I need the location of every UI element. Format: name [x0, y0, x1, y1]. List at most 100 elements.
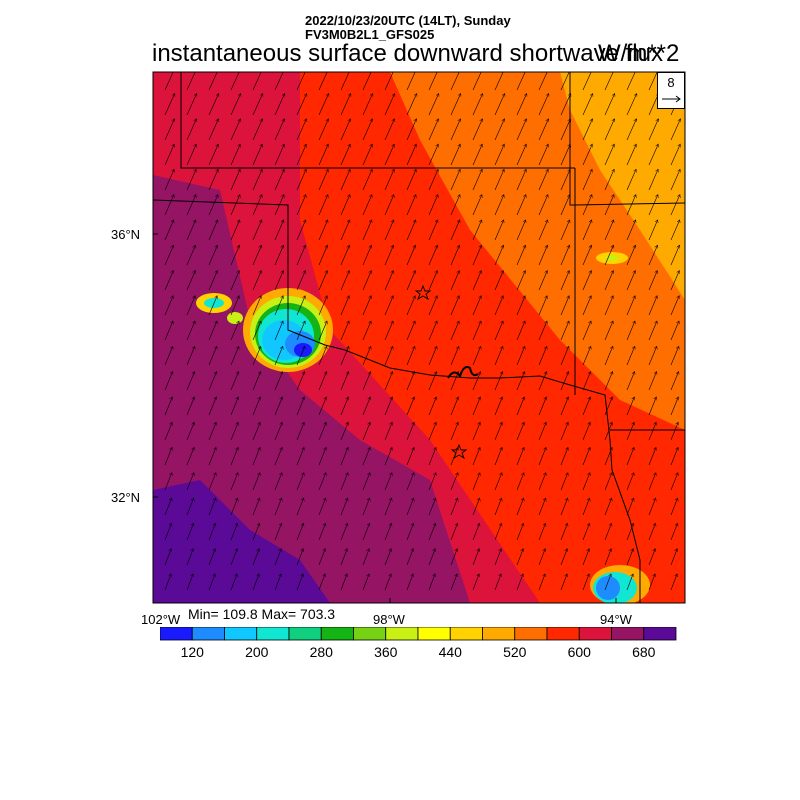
- wind-arrow: [274, 220, 284, 241]
- wind-arrow: [428, 169, 438, 191]
- wind-arrow: [296, 523, 304, 541]
- wind-arrow: [670, 119, 681, 141]
- wind-arrow: [582, 549, 589, 566]
- wind-arrow: [582, 169, 592, 191]
- wind-arrow: [296, 94, 307, 116]
- wind-arrow: [362, 271, 371, 291]
- wind-arrow: [516, 397, 524, 416]
- city-star-marker: [450, 443, 468, 460]
- wind-arrow: [538, 144, 548, 166]
- wind-arrow: [560, 296, 569, 316]
- wind-arrow: [626, 523, 634, 541]
- wind-arrow: [626, 119, 637, 141]
- wind-arrow: [494, 523, 502, 541]
- wind-arrow: [186, 498, 194, 516]
- wind-arrow: [406, 321, 415, 341]
- wind-arrow: [340, 119, 351, 141]
- wind-arrow: [450, 422, 458, 441]
- color-bar-label: 680: [632, 644, 656, 660]
- wind-arrow: [340, 220, 350, 241]
- wind-arrow: [230, 245, 240, 266]
- wind-arrow: [406, 271, 415, 291]
- wind-arrow: [230, 195, 240, 216]
- wind-arrow: [274, 397, 282, 416]
- wind-arrow: [164, 473, 172, 491]
- wind-arrow: [450, 523, 458, 541]
- wind-arrow: [252, 549, 259, 566]
- wind-arrow: [252, 119, 263, 141]
- wind-arrow: [626, 321, 635, 341]
- color-bar-swatch: [546, 627, 580, 641]
- wind-arrow: [340, 245, 350, 266]
- wind-arrow: [494, 220, 504, 241]
- wind-arrow: [406, 447, 414, 466]
- wind-arrow: [472, 144, 482, 166]
- wind-arrow: [670, 372, 679, 391]
- wind-arrow: [560, 498, 568, 516]
- wind-arrow: [604, 346, 613, 366]
- wind-arrow: [582, 296, 591, 316]
- wind-arrow: [626, 195, 636, 216]
- wind-arrow: [670, 195, 680, 216]
- wind-arrow: [252, 447, 260, 466]
- wind-arrow: [340, 397, 348, 416]
- wind-arrow: [274, 523, 282, 541]
- wind-arrow: [164, 498, 172, 516]
- wind-arrow: [186, 271, 195, 291]
- wind-arrow: [582, 447, 590, 466]
- wind-arrow: [560, 195, 570, 216]
- wind-arrow: [274, 72, 284, 91]
- wind-arrow: [406, 169, 416, 191]
- datetime-header: 2022/10/23/20UTC (14LT), Sunday: [305, 13, 511, 28]
- wind-arrow: [252, 296, 261, 316]
- wind-arrow: [472, 422, 480, 441]
- wind-arrow: [384, 144, 394, 166]
- wind-arrow: [560, 447, 568, 466]
- wind-arrow: [582, 397, 590, 416]
- wind-arrow: [362, 220, 372, 241]
- wind-arrow: [428, 574, 435, 591]
- wind-arrow: [560, 119, 571, 141]
- wind-arrow: [670, 271, 679, 291]
- wind-arrow: [538, 245, 548, 266]
- color-bar-swatch: [385, 627, 419, 641]
- wind-arrow: [670, 473, 678, 491]
- wind-arrow: [406, 144, 416, 166]
- wind-arrow: [648, 271, 657, 291]
- wind-arrow: [384, 195, 394, 216]
- wind-arrow: [604, 119, 615, 141]
- wind-arrow: [494, 574, 501, 591]
- wind-arrow: [252, 422, 260, 441]
- wind-arrow: [340, 523, 348, 541]
- wind-arrow: [450, 119, 461, 141]
- wind-arrow: [318, 169, 328, 191]
- wind-arrow: [384, 397, 392, 416]
- wind-arrow: [362, 144, 372, 166]
- wind-arrow: [582, 574, 589, 591]
- wind-arrow: [516, 346, 525, 366]
- wind-arrow: [670, 523, 678, 541]
- wind-arrow: [186, 422, 194, 441]
- wind-arrow: [340, 346, 349, 366]
- wind-arrow: [274, 473, 282, 491]
- wind-arrow: [560, 523, 568, 541]
- wind-arrow: [472, 549, 479, 566]
- wind-arrow: [186, 72, 196, 91]
- wind-arrow: [406, 473, 414, 491]
- wind-arrow: [648, 473, 656, 491]
- wind-arrow: [582, 245, 592, 266]
- wind-arrow: [582, 346, 591, 366]
- wind-arrow: [428, 372, 437, 391]
- wind-arrow: [230, 169, 240, 191]
- wind-arrow: [296, 574, 303, 591]
- wind-arrow: [604, 372, 613, 391]
- wind-arrow: [406, 195, 416, 216]
- wind-arrow: [186, 94, 197, 116]
- wind-arrow: [406, 549, 413, 566]
- wind-arrow: [516, 549, 523, 566]
- wind-arrow: [560, 220, 570, 241]
- wind-arrow: [648, 549, 655, 566]
- wind-arrow: [296, 296, 305, 316]
- wind-arrow: [560, 549, 567, 566]
- plot-frame: [152, 71, 686, 604]
